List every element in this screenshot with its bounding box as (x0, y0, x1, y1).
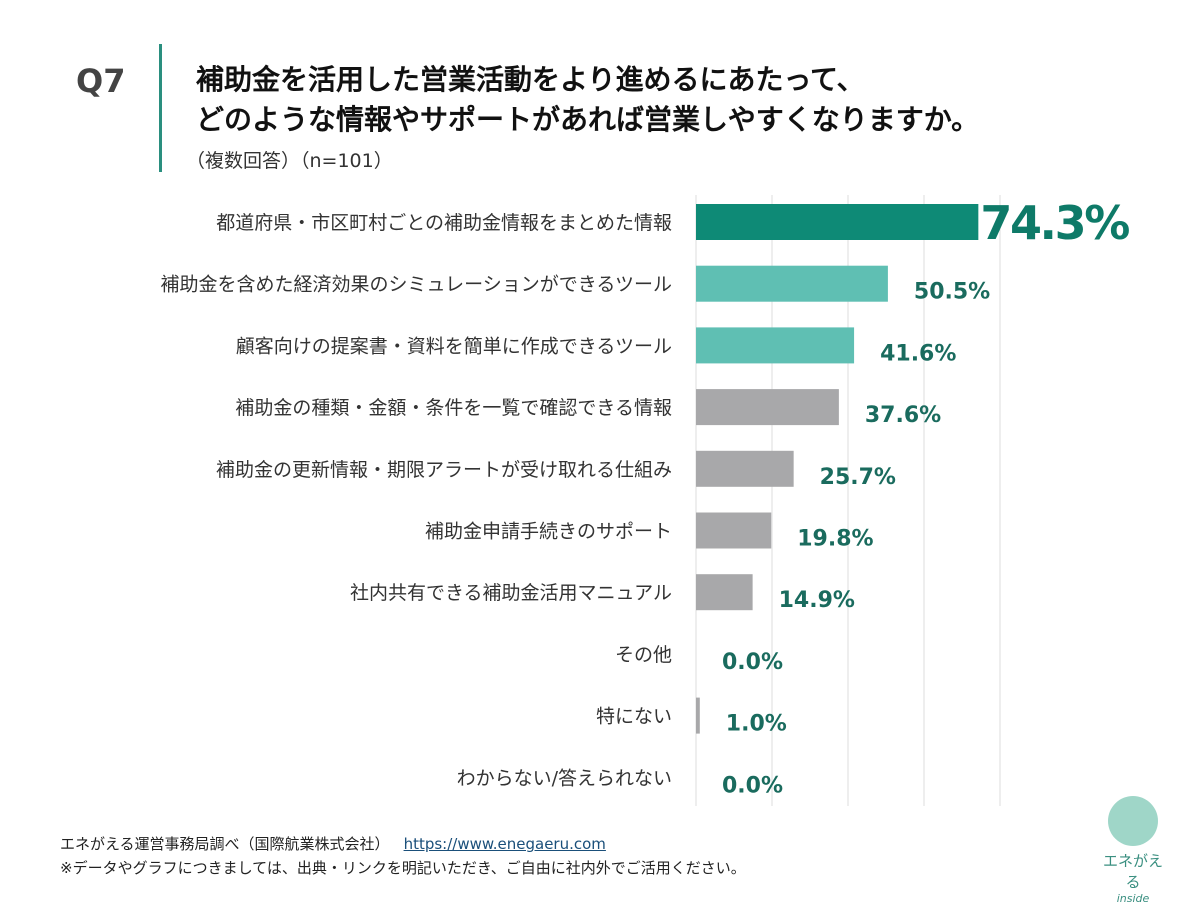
question-number: Q7 (76, 62, 126, 100)
chart-subtitle: （複数回答）（n=101） (186, 150, 393, 172)
source-link[interactable]: https://www.enegaeru.com (403, 835, 606, 853)
bar (696, 574, 753, 611)
source-text: エネがえる運営事務局調べ（国際航業株式会社） (60, 835, 390, 853)
bar (696, 512, 772, 549)
title-line-1: 補助金を活用した営業活動をより進めるにあたって、 (196, 63, 865, 96)
category-label: 特にない (596, 706, 672, 728)
data-label: 0.0% (722, 650, 783, 675)
footer: エネがえる運営事務局調べ（国際航業株式会社） https://www.enegae… (60, 832, 746, 880)
data-label: 74.3% (980, 196, 1130, 250)
category-label: 社内共有できる補助金活用マニュアル (350, 582, 672, 604)
usage-note: ※データやグラフにつきましては、出典・リンクを明記いただき、ご自由に社内外でご活… (60, 859, 746, 877)
logo-subtext: inside (1116, 892, 1150, 905)
title-divider (159, 44, 162, 172)
bar (696, 204, 979, 240)
data-label: 41.6% (880, 341, 956, 366)
category-label: わからない/答えられない (457, 767, 672, 789)
data-label: 50.5% (914, 280, 990, 305)
bar (696, 450, 794, 487)
logo: エネがえる inside (1098, 796, 1168, 905)
category-label: 顧客向けの提案書・資料を簡単に作成できるツール (236, 335, 672, 357)
logo-icon (1108, 796, 1158, 846)
category-label: 補助金の更新情報・期限アラートが受け取れる仕組み (216, 459, 672, 481)
data-label: 37.6% (865, 403, 941, 428)
bar (696, 697, 700, 734)
data-label: 0.0% (722, 773, 783, 798)
category-label: 都道府県・市区町村ごとの補助金情報をまとめた情報 (216, 212, 672, 234)
category-label: 補助金を含めた経済効果のシミュレーションができるツール (161, 274, 672, 296)
data-label: 1.0% (726, 712, 787, 737)
category-label: 補助金の種類・金額・条件を一覧で確認できる情報 (235, 397, 672, 419)
logo-text: エネがえる (1102, 852, 1163, 891)
bar (696, 389, 839, 426)
category-label: 補助金申請手続きのサポート (425, 521, 672, 543)
bar (696, 327, 855, 364)
category-label: その他 (615, 644, 672, 666)
data-label: 14.9% (779, 588, 855, 613)
title-line-2: どのような情報やサポートがあれば営業しやすくなりますか。 (196, 103, 980, 136)
data-label: 19.8% (797, 527, 873, 552)
data-label: 25.7% (820, 465, 896, 490)
bar (696, 265, 888, 302)
chart-title: 補助金を活用した営業活動をより進めるにあたって、 どのような情報やサポートがあれ… (196, 60, 979, 140)
